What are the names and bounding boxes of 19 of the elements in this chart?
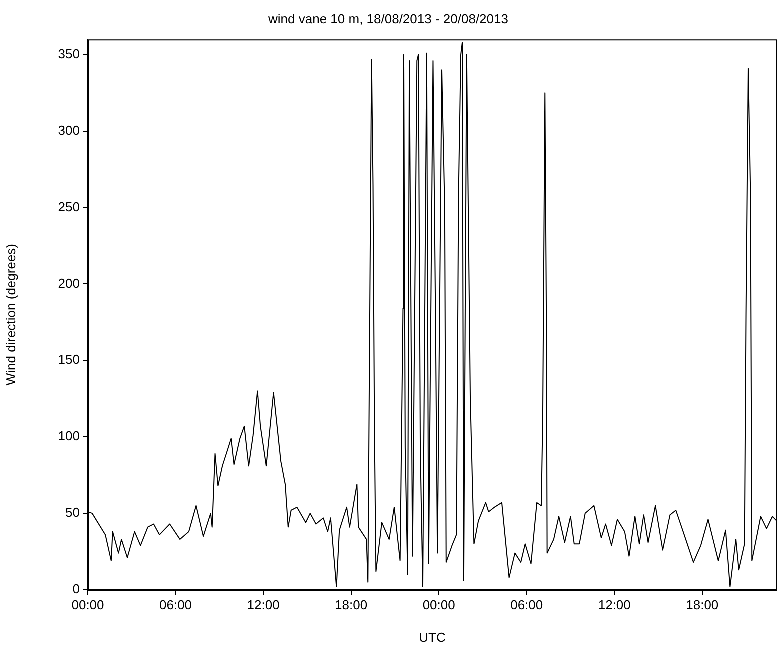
y-tick-label: 0 — [72, 582, 80, 597]
x-tick-label: 00:00 — [72, 597, 104, 612]
y-tick-label: 150 — [58, 352, 80, 368]
x-tick-label: 12:00 — [598, 597, 631, 612]
x-tick-label: 06:00 — [510, 597, 544, 612]
y-tick-label: 300 — [58, 122, 80, 138]
x-tick-label: 06:00 — [159, 597, 192, 612]
x-tick-label: 18:00 — [335, 597, 368, 612]
y-tick-label: 350 — [58, 46, 80, 62]
y-tick-label: 250 — [58, 199, 80, 214]
y-tick-label: 200 — [58, 276, 80, 291]
x-tick-label: 00:00 — [422, 597, 456, 612]
y-tick-label: 50 — [66, 505, 80, 520]
x-tick-label: 12:00 — [247, 597, 280, 612]
x-tick-label: 18:00 — [686, 597, 719, 612]
chart-title: wind vane 10 m, 18/08/2013 - 20/08/2013 — [268, 11, 508, 26]
y-tick-label: 100 — [58, 428, 80, 444]
y-axis-title: Wind direction (degrees) — [3, 244, 18, 386]
x-axis-title: UTC — [419, 630, 446, 645]
